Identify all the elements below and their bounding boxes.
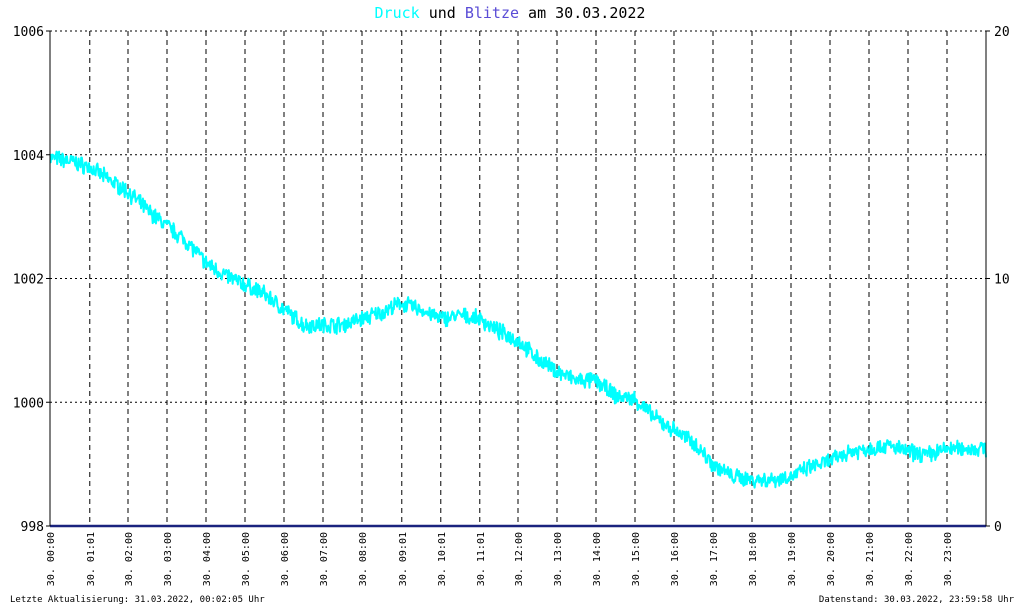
footer-last-update: Letzte Aktualisierung: 31.03.2022, 00:02…: [10, 595, 265, 605]
x-tick-label: 30. 12:00: [514, 532, 525, 586]
x-tick-label: 30. 15:00: [631, 532, 642, 586]
y-tick-label-right: 0: [994, 520, 1002, 535]
x-tick-label: 30. 17:00: [709, 532, 720, 586]
x-tick-label: 30. 08:00: [358, 532, 369, 586]
x-tick-label: 30. 14:00: [592, 532, 603, 586]
x-tick-label: 30. 21:00: [865, 532, 876, 586]
druck-line: [49, 150, 987, 489]
x-tick-label: 30. 18:00: [748, 532, 759, 586]
footer-data-status: Datenstand: 30.03.2022, 23:59:58 Uhr: [819, 595, 1015, 605]
x-tick-label: 30. 04:00: [202, 532, 213, 586]
x-tick-label: 30. 11:01: [476, 532, 487, 586]
x-tick-label: 30. 10:01: [437, 532, 448, 586]
x-tick-label: 30. 03:00: [163, 532, 174, 586]
grid: [50, 30, 986, 526]
x-tick-label: 30. 07:00: [319, 532, 330, 586]
x-tick-label: 30. 22:00: [904, 532, 915, 586]
x-tick-label: 30. 16:00: [670, 532, 681, 586]
series-layer: [49, 150, 987, 528]
x-tick-label: 30. 20:00: [826, 532, 837, 586]
tick-labels: 1006 1004 1002 1000 998 20 10 0 30. 00:00 30. 01:…: [13, 25, 1010, 586]
x-tick-label: 30. 05:00: [241, 532, 252, 586]
x-tick-label: 30. 01:01: [86, 532, 97, 586]
title-druck: Druck: [375, 4, 420, 22]
y-tick-label-left: 998: [21, 520, 44, 535]
x-tick-label: 30. 13:00: [553, 532, 564, 586]
x-tick-label: 30. 06:00: [280, 532, 291, 586]
title-und: und: [420, 4, 465, 22]
x-tick-label: 30. 23:00: [943, 532, 954, 586]
chart-title: Druck und Blitze am 30.03.2022: [375, 4, 646, 22]
title-blitze: Blitze: [465, 4, 519, 22]
x-tick-label: 30. 19:00: [787, 532, 798, 586]
axes: [46, 30, 990, 527]
x-tick-label: 30. 02:00: [124, 532, 135, 586]
x-tick-label: 30. 09:01: [398, 532, 409, 586]
y-tick-label-right: 10: [994, 273, 1010, 288]
y-tick-label-left: 1004: [13, 149, 44, 164]
y-tick-label-left: 1002: [13, 273, 44, 288]
x-tick-label: 30. 00:00: [46, 532, 57, 586]
y-tick-label-right: 20: [994, 25, 1010, 40]
title-date: am 30.03.2022: [519, 4, 645, 22]
y-tick-label-left: 1000: [13, 396, 44, 411]
y-tick-label-left: 1006: [13, 25, 44, 40]
